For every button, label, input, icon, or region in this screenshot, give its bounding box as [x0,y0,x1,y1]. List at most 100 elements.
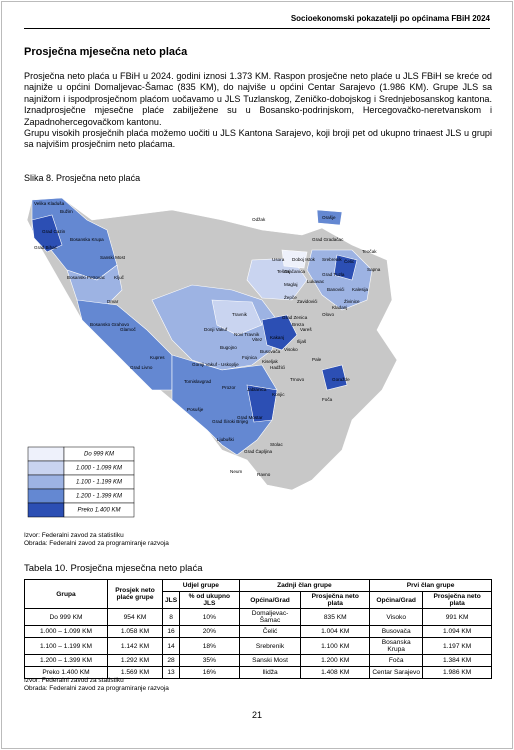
table-row: 1.000 – 1.099 KM 1.058 KM 16 20% Čelić 1.004 … [24,625,492,638]
map-label: Doboj Istok [292,257,316,262]
table-cell: 1.200 – 1.399 KM [24,654,108,667]
region [316,209,343,226]
legend-swatch [27,502,65,518]
running-title: Socioekonomski pokazatelji po općinama F… [290,14,490,23]
legend-swatch [27,488,65,504]
map-label: Breza [292,322,304,327]
map-label: Glamoč [120,327,137,332]
map-label: Sanski Most [100,255,126,260]
map-label: Vareš [300,327,312,332]
map-label: Velika Kladuša [34,201,65,206]
table-caption: Tabela 10. Prosječna mjesečna neto plaća [24,563,203,574]
table-cell: Domaljevac-Šamac [238,608,302,626]
region [171,354,278,456]
map-label: Bosansko Grahovo [90,322,130,327]
map-label: Jablanica [247,387,267,392]
map-label: Kladanj [332,305,347,310]
legend-swatch [27,460,65,476]
header-cell: Prosječna neto plata [300,591,371,609]
map-label: Ravno [257,472,271,477]
table-cell: 10% [179,608,240,626]
table-cell: 954 KM [107,608,163,626]
table-cell: Čelić [238,625,302,638]
legend-label: 1.200 - 1.399 KM [76,494,122,500]
map-label: Grad Cazin [42,229,66,234]
map-label: Posušje [187,407,204,412]
region [261,314,298,351]
map-label: Grad Široki Brijeg [212,418,248,424]
map-label: Bosanska Krupa [70,237,104,242]
region [211,299,263,336]
map-label: Kupres [150,355,165,360]
map-labels: Velika Kladuša Bužim Grad Cazin Bosanska Kr… [34,201,381,477]
table-cell: 18% [179,637,240,655]
map-label: Tešanj [277,269,290,274]
map-label: Goražde [332,377,350,382]
table-cell: Visoko [369,608,424,626]
header-cell: Prosječna neto plata [422,591,492,609]
table-row: Preko 1.400 KM 1.569 KM 13 16% Ilidža 1.408 K… [24,666,492,679]
map-label: Grad Livno [130,365,153,370]
table-cell: 1.200 KM [300,654,371,667]
table-cell: 16 [161,625,181,638]
figure-caption: Slika 8. Prosječna neto plaća [24,173,141,183]
body-text: Prosječna neto plaća u FBiH u 2024. godi… [24,71,492,151]
map-label: Konjic [272,392,285,397]
map-label: Grad Mostar [237,415,263,420]
map-label: Bugojno [220,345,237,350]
legend-label: 1.100 - 1.199 KM [76,480,122,486]
paragraph: Prosječna neto plaća u FBiH u 2024. godi… [24,71,492,127]
map-label: Tomislavgrad [184,379,212,384]
map-label: Stolac [270,442,283,447]
map-label: Grad Bihać [34,245,58,250]
map-label: Čelić [344,258,355,264]
map-label: Bužim [60,209,73,214]
map-label: Maglaj [284,282,298,287]
table-cell: Sanski Most [238,654,302,667]
table-cell: Bosanska Krupa [369,637,424,655]
header-cell: JLS [161,591,181,609]
table-cell: Foča [369,654,424,667]
map-label: Travnik [232,312,248,317]
map-label: Sapna [367,267,381,272]
map-label: Ključ [114,275,125,280]
region [321,364,348,391]
table-cell: 991 KM [422,608,492,626]
table-cell: 16% [179,666,240,679]
table: Grupa Prosjek neto plaće grupe Udjel gru… [24,579,492,679]
header-cell: Prvi član grupe [369,579,492,592]
page-number: 21 [251,710,262,720]
map-label: Prozor [222,385,236,390]
map-label: Kakanj [270,335,284,340]
map: Velika Kladuša Bužim Grad Cazin Bosanska Kr… [26,197,398,518]
table-cell: 1.100 KM [300,637,371,655]
map-label: Gračanica [284,269,305,274]
header-cell: Prosjek neto plaće grupe [107,579,163,609]
map-label: Novi Travnik [234,332,260,337]
table-cell: 8 [161,608,181,626]
map-label: Kalesija [352,287,369,292]
map-label: Drvar [107,299,119,304]
legend-swatch [27,446,65,462]
source-note: Obrada: Federalni zavod za programiranje… [24,685,169,692]
legend-label: Preko 1.400 KM [77,508,120,514]
table-cell: 1.384 KM [422,654,492,667]
map-label: Zavidovići [297,299,317,304]
source-note: Izvor: Federalni zavod za statistiku [24,532,124,539]
table-cell: 1.292 KM [107,654,163,667]
map-label: Lukavac [307,279,325,284]
map-label: Foča [322,397,333,402]
paragraph: Grupu visokih prosječnih plaća možemo uo… [24,128,492,150]
table-cell: Centar Sarajevo [369,666,424,679]
table-cell: 1.100 – 1.199 KM [24,637,108,655]
map-label: Donji Vakuf [204,327,228,332]
legend: Do 999 KM 1.000 - 1.099 KM 1.100 - 1.199 K… [27,446,135,518]
table-cell: 835 KM [300,608,371,626]
table-cell: 1.142 KM [107,637,163,655]
legend-label: Do 999 KM [84,452,114,458]
table-cell: Do 999 KM [24,608,108,626]
table-cell: 1.569 KM [107,666,163,679]
map-label: Srebrenik [322,257,342,262]
map-label: Živinice [344,297,360,304]
table-cell: 1.094 KM [422,625,492,638]
